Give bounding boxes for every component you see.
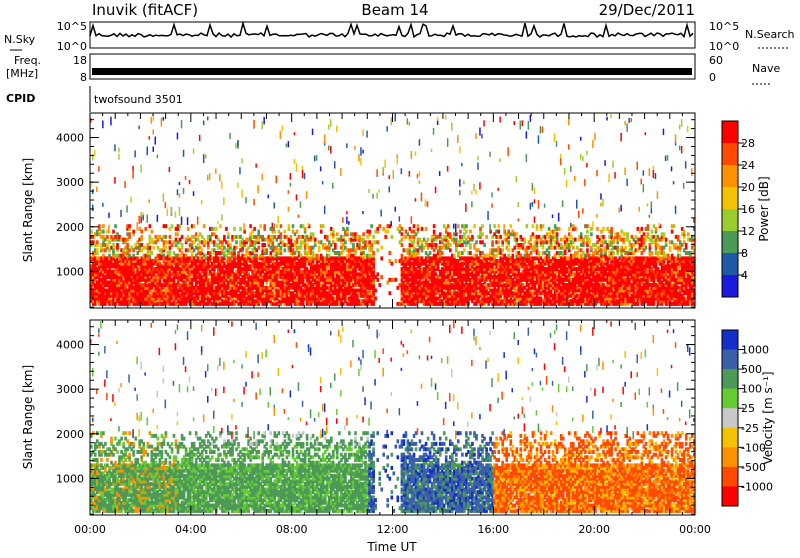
colorbar-tick-label: 28: [741, 137, 755, 150]
x-tick-label: 16:00: [477, 523, 509, 536]
nsearch-label: N.Search: [745, 28, 795, 41]
velocity-ylabel: Slant Range [km]: [21, 365, 35, 469]
x-tick-label: 08:00: [276, 523, 308, 536]
power-ylabel: Slant Range [km]: [21, 158, 35, 262]
freq-trace: [92, 68, 692, 75]
velocity-panel: 1000 2000 3000 4000 00:00 04:00 08:00 12:00 16:0…: [21, 320, 711, 554]
colorbar-tick-label: -25: [741, 422, 759, 435]
x-tick-label: 04:00: [175, 523, 207, 536]
x-tick-label: 00:00: [74, 523, 106, 536]
colorbar-block: [722, 408, 738, 428]
nsky-trace: [90, 23, 693, 37]
nsearch-tick-top: 10^5: [709, 20, 739, 33]
colorbar-tick-label: -1000: [741, 480, 773, 493]
colorbar-tick-label: 4: [741, 269, 748, 282]
x-tick-label: 00:00: [679, 523, 711, 536]
date-title: 29/Dec/2011: [599, 1, 695, 19]
velocity-data: [90, 320, 696, 513]
cpid-value: twofsound 3501: [94, 93, 183, 106]
nsky-tick-bottom: 10^0: [57, 40, 87, 53]
colorbar-block: [722, 389, 738, 409]
nave-tick-bottom: 0: [709, 71, 716, 84]
power-colorbar-blocks: [722, 121, 738, 298]
nave-label: Nave: [752, 62, 780, 75]
beam-title: Beam 14: [361, 1, 428, 19]
x-tick-label: 20:00: [578, 523, 610, 536]
colorbar-block: [722, 209, 738, 232]
colorbar-block: [722, 275, 738, 298]
freq-label: Freq.: [14, 54, 41, 67]
colorbar-tick-label: 500: [741, 363, 762, 376]
x-tick-label: 12:00: [377, 523, 409, 536]
power-colorbar-ticks: 28 24 20 16 12 8 4: [738, 137, 755, 282]
y-tick-label: 3000: [56, 383, 84, 396]
y-tick-label: 2000: [56, 221, 84, 234]
colorbar-tick-label: 20: [741, 181, 755, 194]
colorbar-tick-label: 24: [741, 159, 755, 172]
y-tick-label: 1000: [56, 472, 84, 485]
colorbar-tick-label: 100: [741, 383, 762, 396]
colorbar-tick-label: 1000: [741, 344, 769, 357]
colorbar-tick-label: 16: [741, 203, 755, 216]
freq-unit: [MHz]: [6, 67, 38, 80]
colorbar-block: [722, 330, 738, 350]
nsearch-tick-bottom: 10^0: [709, 40, 739, 53]
velocity-colorbar-label: Velocity [m s⁻¹]: [761, 371, 775, 464]
colorbar-block: [722, 165, 738, 188]
colorbar-tick-label: 8: [741, 247, 748, 260]
colorbar-tick-label: 12: [741, 225, 755, 238]
y-tick-label: 2000: [56, 428, 84, 441]
power-data: [90, 113, 696, 306]
cpid-panel: CPID twofsound 3501: [6, 86, 183, 112]
colorbar-tick-label: 25: [741, 402, 755, 415]
colorbar-block: [722, 253, 738, 276]
y-tick-label: 3000: [56, 176, 84, 189]
freq-panel: Freq. [MHz] 18 8 Nave 60 0: [6, 54, 780, 84]
colorbar-block: [722, 231, 738, 254]
y-tick-label: 1000: [56, 265, 84, 278]
power-colorbar: 28 24 20 16 12 8 4 Power [dB]: [722, 121, 771, 298]
colorbar-block: [722, 121, 738, 144]
cpid-label: CPID: [6, 92, 35, 105]
colorbar-block: [722, 447, 738, 467]
nsky-tick-top: 10^5: [57, 20, 87, 33]
colorbar-block: [722, 187, 738, 210]
colorbar-block: [722, 467, 738, 487]
freq-tick-bottom: 8: [80, 71, 87, 84]
power-panel: 1000 2000 3000 4000 Slant Range [km]: [21, 113, 696, 308]
nsky-label: N.Sky: [4, 33, 36, 46]
colorbar-block: [722, 350, 738, 370]
colorbar-block: [722, 369, 738, 389]
y-tick-label: 4000: [56, 132, 84, 145]
nave-tick-top: 60: [709, 54, 723, 67]
power-colorbar-label: Power [dB]: [757, 176, 771, 241]
y-tick-label: 4000: [56, 339, 84, 352]
station-title: Inuvik (fitACF): [92, 1, 198, 19]
freq-tick-top: 18: [73, 54, 87, 67]
colorbar-block: [722, 486, 738, 506]
time-axis-label: Time UT: [366, 540, 417, 554]
nsky-panel: N.Sky 10^5 10^0 N.Search 10^5 10^0: [4, 20, 795, 53]
colorbar-block: [722, 428, 738, 448]
velocity-colorbar-blocks: [722, 330, 738, 507]
colorbar-block: [722, 143, 738, 166]
